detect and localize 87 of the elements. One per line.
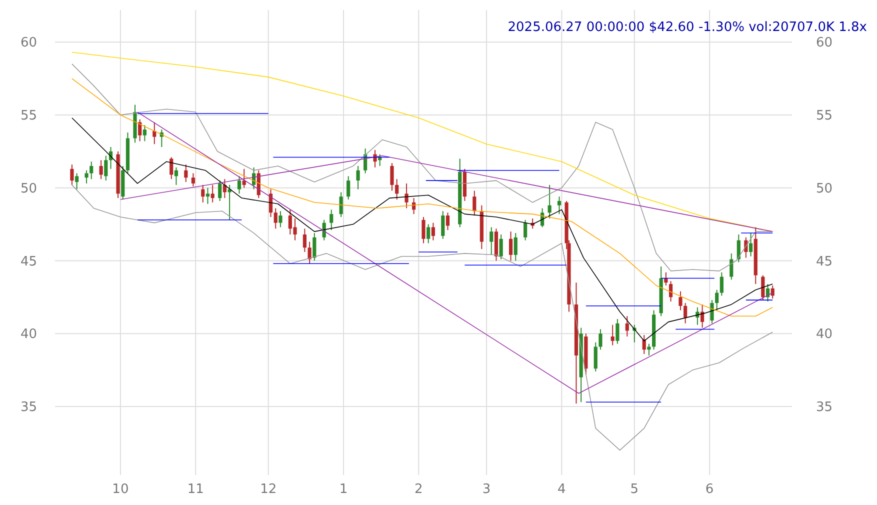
candlestick xyxy=(237,176,242,194)
candlestick xyxy=(684,302,688,324)
candlestick xyxy=(472,190,476,216)
candlestick xyxy=(548,184,552,219)
y-tick-label: 40 xyxy=(20,327,37,342)
candlestick xyxy=(242,168,246,188)
candlestick xyxy=(70,164,74,186)
x-tick-label: 10 xyxy=(112,482,129,497)
candlestick xyxy=(715,289,719,311)
candlestick xyxy=(99,160,103,180)
candlestick xyxy=(508,231,513,262)
candlestick xyxy=(104,155,108,182)
candlestick xyxy=(142,124,146,142)
candlestick xyxy=(218,180,222,202)
candlestick xyxy=(730,252,734,280)
candlestick xyxy=(524,219,528,241)
candlestick xyxy=(302,228,307,252)
candlestick xyxy=(616,318,620,344)
y-tick-label: 55 xyxy=(20,108,37,124)
candlestick xyxy=(201,184,205,203)
text: 2025.06.27 00:00:00 $42.60 -1.30% vol:20707.0K 1.8x xyxy=(508,20,868,35)
candlestick xyxy=(625,316,629,338)
candlestick xyxy=(356,165,360,190)
candlestick xyxy=(514,232,518,262)
line-series xyxy=(72,78,774,317)
candlestick xyxy=(174,166,178,186)
candlestick xyxy=(184,164,188,183)
y2-tick-label: 45 xyxy=(816,254,833,270)
y2-tick-label: 50 xyxy=(816,181,833,196)
candlestick xyxy=(720,272,724,296)
candlestick xyxy=(339,192,343,218)
y2-tick-label: 35 xyxy=(816,400,833,416)
x-tick-label: 11 xyxy=(187,482,204,497)
candlestick xyxy=(312,232,316,262)
candlestick xyxy=(138,118,142,142)
line-series xyxy=(72,184,774,451)
x-tick-label: 4 xyxy=(558,482,566,497)
candlestick xyxy=(598,328,602,350)
candlestick xyxy=(390,162,394,192)
candlestick xyxy=(274,208,278,230)
x-tick-label: 12 xyxy=(260,482,277,497)
x-tick-label: 2 xyxy=(414,482,423,497)
line-series xyxy=(72,64,774,272)
y-tick-label: 60 xyxy=(20,36,37,51)
candlestick xyxy=(152,122,156,145)
candlestick xyxy=(700,304,704,328)
candlestick xyxy=(278,210,282,228)
y-tick-label: 45 xyxy=(20,254,37,270)
y-tick-label: 50 xyxy=(20,181,37,196)
candlestick xyxy=(490,226,494,256)
x-tick-label: 1 xyxy=(339,482,348,497)
x-tick-label: 6 xyxy=(705,482,714,497)
y-tick-label: 35 xyxy=(20,400,37,416)
candlestick xyxy=(75,172,79,190)
candlestick xyxy=(206,187,210,204)
candlestick xyxy=(610,324,614,346)
candlestick xyxy=(499,234,503,260)
candlestick xyxy=(647,343,651,356)
x-tick-label: 5 xyxy=(630,482,639,497)
candlestick xyxy=(330,209,334,231)
candlestick xyxy=(346,176,350,200)
candlestick xyxy=(736,234,740,263)
candlestick xyxy=(678,290,682,311)
candlestick xyxy=(90,161,94,180)
candlestick xyxy=(395,178,399,200)
candlestick xyxy=(308,241,312,264)
candlestick xyxy=(557,196,562,215)
candlestick xyxy=(84,170,88,184)
candlestick xyxy=(696,306,700,326)
candlestick xyxy=(170,156,174,180)
candlestick xyxy=(210,184,214,203)
candlestick xyxy=(404,182,408,209)
candlestick xyxy=(426,224,430,244)
x-tick-label: 3 xyxy=(482,482,491,497)
y2-tick-label: 60 xyxy=(816,36,833,51)
candlestick xyxy=(191,172,195,187)
y2-tick-label: 40 xyxy=(816,327,833,342)
y2-tick-label: 55 xyxy=(816,108,833,124)
candlestick xyxy=(446,212,450,231)
candlestick xyxy=(594,342,598,372)
candlestick xyxy=(748,232,753,257)
candlestick xyxy=(373,149,377,168)
candlestick xyxy=(431,222,435,241)
candlestick xyxy=(441,210,445,240)
candlestick xyxy=(710,300,714,324)
candlestick xyxy=(422,216,426,244)
candlestick xyxy=(761,274,765,301)
